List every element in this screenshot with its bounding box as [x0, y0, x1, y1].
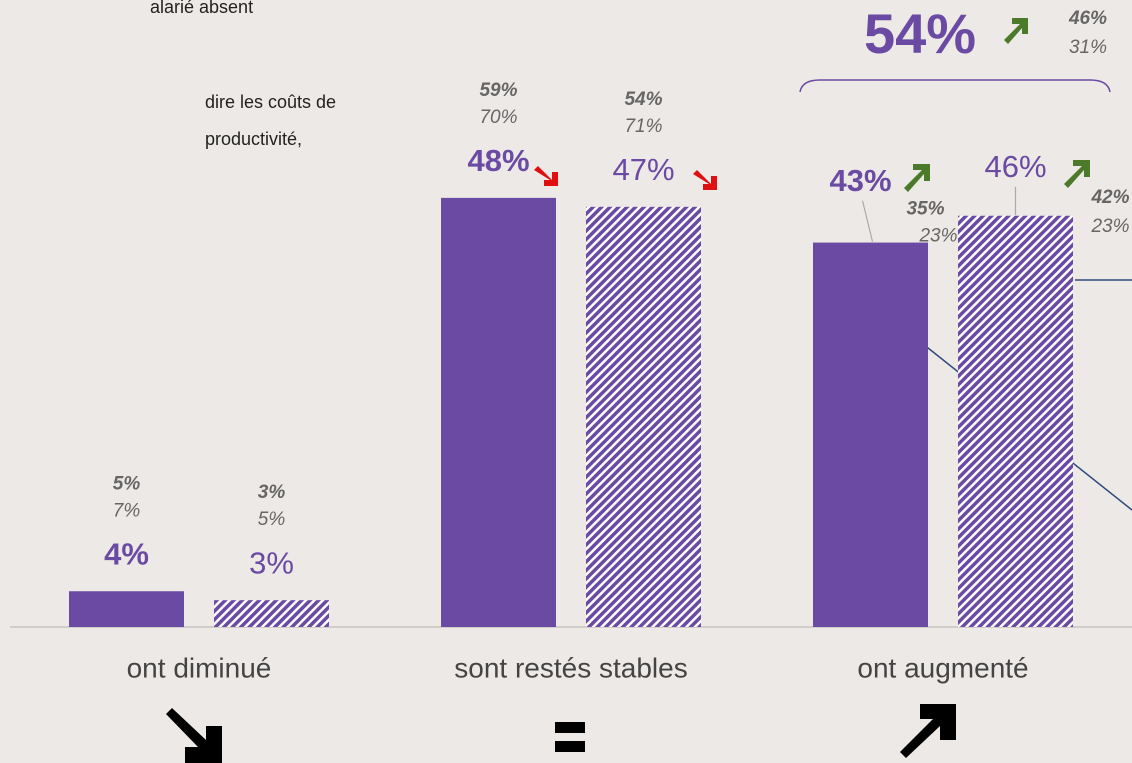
comparison-label: 3% [258, 482, 286, 503]
comparison-label: 23% [1090, 216, 1129, 237]
icon-down [166, 708, 222, 763]
value-label: 46% [984, 149, 1046, 184]
bar [214, 600, 329, 627]
body-text: dire les coûts de [205, 92, 336, 112]
comparison-label: 59% [479, 80, 517, 101]
leader-line [861, 200, 874, 242]
comparison-label: 42% [1090, 187, 1129, 208]
bar [958, 215, 1073, 627]
value-label: 3% [249, 545, 294, 580]
x-tick-label: ont augmenté [857, 652, 1028, 683]
x-tick-label: sont restés stables [454, 652, 687, 683]
total-comparison: 46% [1068, 8, 1107, 29]
icon-up [900, 704, 956, 758]
arrow-red [534, 166, 717, 190]
brace [799, 79, 1111, 93]
comparison-label: 71% [624, 116, 662, 137]
icon-equal [555, 722, 585, 733]
arrow-green [904, 18, 1090, 192]
body-text: alarié absent [150, 0, 253, 17]
bar [441, 197, 556, 627]
bar [813, 242, 928, 627]
comparison-label: 23% [918, 226, 957, 247]
value-label: 43% [829, 163, 891, 198]
icon-equal [555, 741, 585, 752]
comparison-label: 5% [258, 509, 286, 530]
body-text: productivité, [205, 129, 302, 149]
comparison-label: 70% [479, 107, 517, 128]
x-tick-label: ont diminué [127, 652, 272, 683]
value-label: 48% [467, 143, 529, 178]
comparison-label: 7% [113, 500, 141, 521]
comparison-label: 5% [113, 473, 141, 494]
bar [586, 206, 701, 627]
comparison-label: 54% [624, 89, 662, 110]
total-comparison: 31% [1069, 37, 1107, 58]
comparison-label: 35% [906, 199, 944, 220]
bar [69, 591, 184, 627]
total-label: 54% [864, 2, 976, 65]
value-label: 4% [104, 536, 149, 571]
value-label: 47% [612, 152, 674, 187]
